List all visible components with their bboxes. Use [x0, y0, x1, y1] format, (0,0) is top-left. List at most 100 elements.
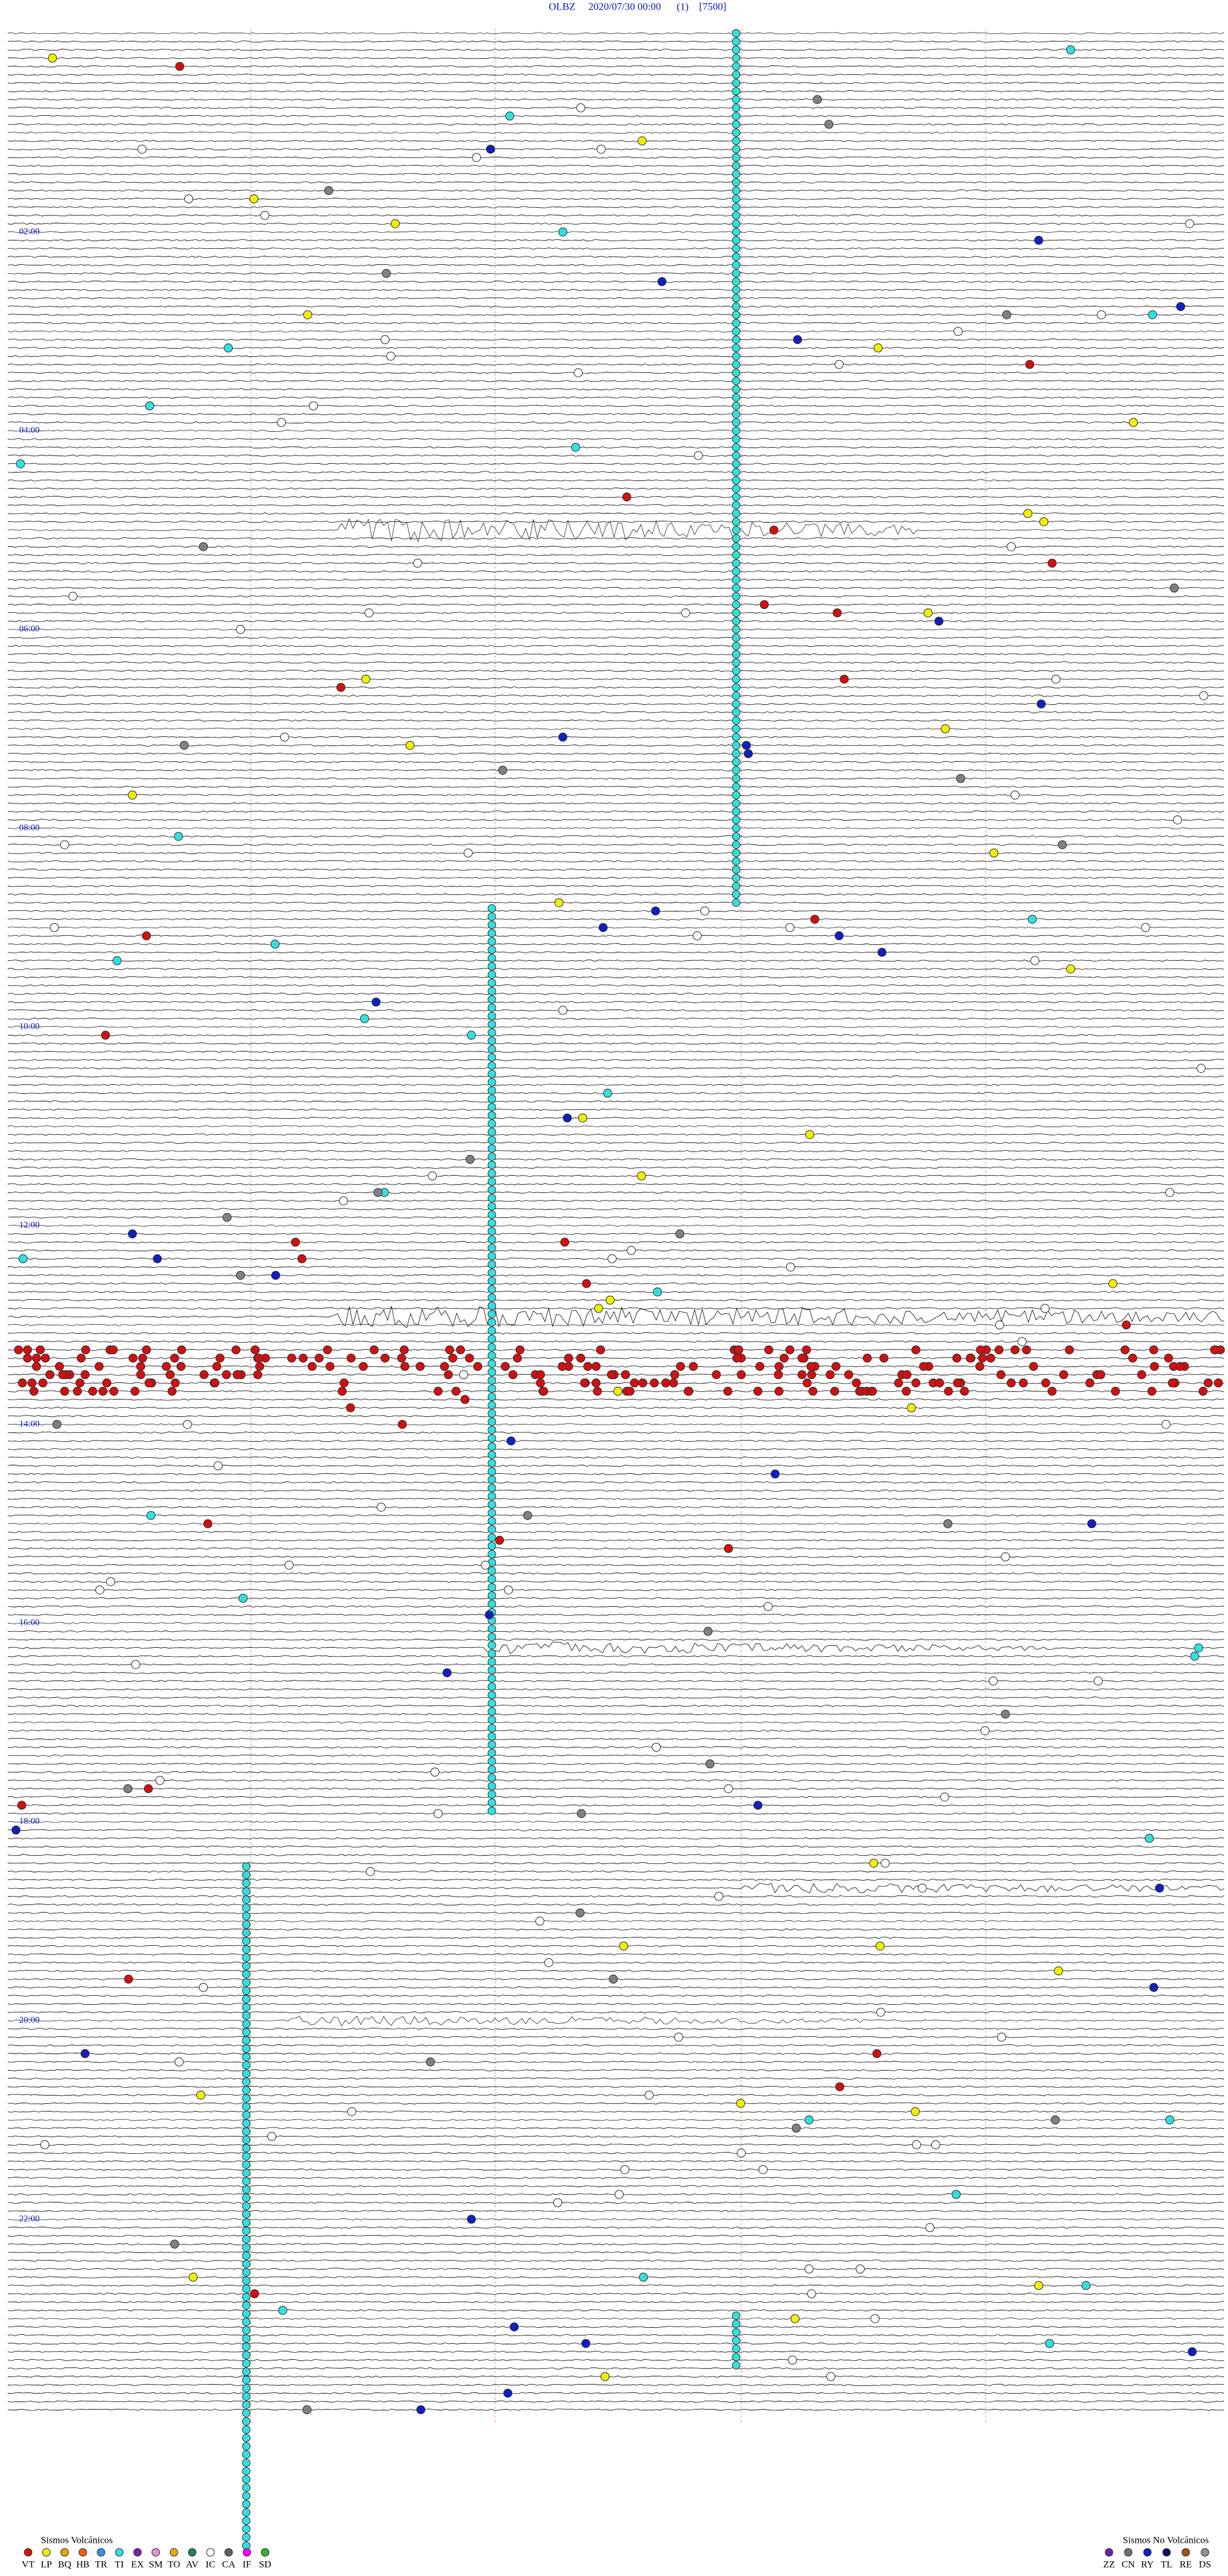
- trace: [7, 1928, 1225, 1931]
- trace: [7, 2077, 1225, 2080]
- event-marker: [177, 1362, 185, 1371]
- trace: [7, 49, 1225, 51]
- event-marker: [576, 103, 585, 113]
- event-marker: [597, 145, 606, 154]
- event-marker: [997, 2032, 1006, 2042]
- trigger-marker: [487, 1160, 496, 1169]
- trigger-marker: [732, 87, 741, 96]
- trace: [7, 1191, 1225, 1194]
- trigger-marker: [242, 1912, 251, 1921]
- trigger-marker: [242, 2069, 251, 2078]
- trace: [7, 1017, 1225, 1020]
- event-marker: [19, 1254, 28, 1263]
- trace: [7, 562, 1225, 565]
- trace: [7, 90, 1225, 93]
- trigger-marker: [487, 1111, 496, 1120]
- event-marker: [744, 749, 753, 759]
- station: OLBZ: [549, 2, 576, 13]
- trigger-marker: [487, 1492, 496, 1501]
- trace: [7, 1696, 1225, 1699]
- trace: [7, 1456, 1225, 1459]
- trigger-marker: [732, 136, 741, 145]
- event-marker: [831, 1362, 840, 1371]
- event-marker: [426, 2057, 435, 2067]
- legend-swatch: [261, 2548, 269, 2557]
- event-marker: [1108, 1279, 1117, 1288]
- event-marker: [504, 1585, 513, 1595]
- trace: [7, 2011, 1225, 2014]
- trigger-marker: [487, 1219, 496, 1228]
- trigger-marker: [732, 849, 741, 857]
- trigger-marker: [732, 501, 741, 510]
- event-marker: [700, 906, 709, 916]
- event-marker: [381, 335, 390, 344]
- event-marker: [1173, 815, 1182, 825]
- event-marker: [943, 1519, 952, 1528]
- trigger-marker: [732, 45, 741, 54]
- event-marker: [168, 1386, 177, 1396]
- trace: [7, 1084, 1225, 1086]
- event-marker: [805, 2264, 814, 2273]
- trace: [7, 686, 1225, 689]
- trace: [7, 32, 1225, 35]
- trace: [7, 1141, 1225, 1144]
- trigger-marker: [487, 1806, 496, 1815]
- event-marker: [128, 1229, 137, 1238]
- event-marker: [32, 1362, 41, 1371]
- legend-title: Sismos Volcánicos: [41, 2535, 113, 2545]
- event-marker: [359, 1362, 368, 1371]
- legend-code: TL: [1161, 2559, 1172, 2570]
- event-marker: [23, 1345, 32, 1355]
- trigger-marker: [242, 2359, 251, 2368]
- event-marker: [386, 351, 395, 361]
- trigger-marker: [487, 1500, 496, 1509]
- trigger-marker: [732, 393, 741, 402]
- event-marker: [830, 1386, 839, 1396]
- event-marker: [370, 1345, 379, 1355]
- trace: [8, 876, 1225, 879]
- trace: [7, 1199, 1225, 1202]
- trigger-marker: [732, 807, 741, 816]
- trigger-marker: [732, 493, 741, 502]
- trace: [7, 1241, 1225, 1244]
- trigger-marker: [732, 203, 741, 212]
- trace: [7, 587, 1225, 589]
- event-marker: [510, 2322, 519, 2332]
- time-label: 02:00: [19, 227, 40, 237]
- trace: [7, 918, 1224, 921]
- trigger-marker: [732, 253, 741, 261]
- event-marker: [807, 1370, 816, 1379]
- event-marker: [445, 1345, 454, 1355]
- event-marker: [558, 1006, 567, 1015]
- trace: [7, 984, 1225, 987]
- trace: [7, 578, 1225, 581]
- event-marker: [1096, 1370, 1105, 1379]
- event-marker: [374, 1188, 382, 1197]
- trigger-marker: [242, 2442, 251, 2451]
- trigger-marker: [242, 2110, 251, 2119]
- trace: [7, 2259, 1225, 2262]
- event-marker: [505, 111, 514, 121]
- event-marker: [223, 1213, 232, 1222]
- event-marker: [1065, 1345, 1074, 1355]
- trigger-marker: [732, 319, 741, 328]
- event-marker: [753, 1386, 762, 1396]
- event-marker: [911, 1345, 920, 1355]
- trace: [7, 1580, 1225, 1583]
- event-marker: [1185, 219, 1194, 228]
- trigger-marker: [242, 2044, 251, 2053]
- trigger-marker: [487, 1442, 496, 1451]
- trace: [7, 744, 1225, 747]
- legend-code: HB: [76, 2559, 90, 2570]
- trace: [7, 2318, 1225, 2320]
- trigger-marker: [487, 1152, 496, 1161]
- trigger-marker: [487, 1053, 496, 1062]
- trace: [7, 835, 1225, 838]
- trace: [7, 819, 1225, 821]
- trace: [7, 297, 1224, 299]
- event-marker: [428, 1171, 437, 1181]
- event-marker: [902, 1386, 911, 1396]
- event-marker: [481, 1560, 490, 1570]
- event-marker: [824, 120, 833, 129]
- trigger-marker: [487, 1094, 496, 1103]
